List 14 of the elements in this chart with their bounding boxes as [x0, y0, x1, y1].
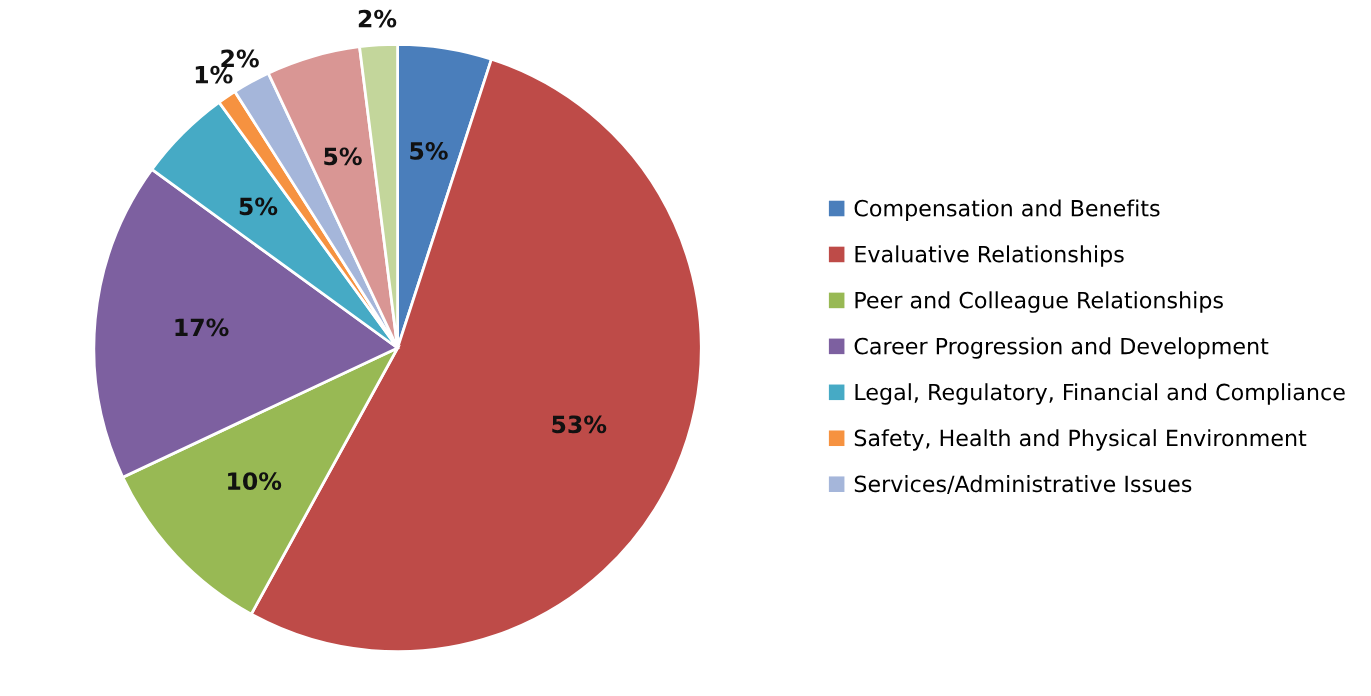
legend-label: Evaluative Relationships [855, 245, 1124, 267]
legend-label: Legal, Regulatory, Financial and Compliance [855, 383, 1345, 405]
legend-label: Safety, Health and Physical Environment [854, 429, 1307, 451]
data-label: 5% [324, 147, 362, 166]
legend-label: Services/Administrative Issues [854, 475, 1192, 495]
data-label: 5% [410, 142, 448, 160]
data-label: 10% [228, 472, 282, 490]
data-label: 5% [239, 197, 278, 216]
data-label: 2% [358, 9, 397, 28]
legend-label: Career Progression and Development [854, 337, 1269, 359]
legend-label: Peer and Colleague Relationships [855, 291, 1223, 313]
data-label: 53% [552, 415, 607, 434]
legend-label: Compensation and Benefits [854, 199, 1160, 221]
data-label: 17% [175, 318, 229, 337]
